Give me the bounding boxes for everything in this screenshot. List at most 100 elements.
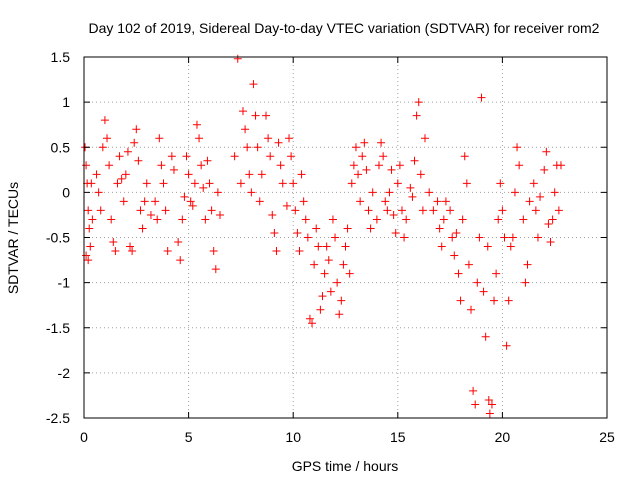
data-point xyxy=(100,116,109,125)
data-point xyxy=(351,143,360,152)
data-point xyxy=(159,179,168,188)
data-point xyxy=(119,197,128,206)
data-point xyxy=(282,201,291,210)
data-point xyxy=(479,287,488,296)
data-point xyxy=(115,152,124,161)
data-point xyxy=(546,238,555,247)
data-point xyxy=(186,197,195,206)
data-point xyxy=(161,206,170,215)
data-point xyxy=(295,247,304,256)
data-point xyxy=(111,247,120,256)
data-point xyxy=(437,242,446,251)
data-point xyxy=(316,305,325,314)
data-point xyxy=(372,215,381,224)
data-point xyxy=(498,206,507,215)
data-point xyxy=(176,256,185,265)
data-point xyxy=(416,170,425,179)
data-point xyxy=(496,179,505,188)
data-point xyxy=(402,215,411,224)
data-point xyxy=(450,251,459,260)
data-point xyxy=(207,206,216,215)
data-point xyxy=(96,206,105,215)
data-point xyxy=(297,170,306,179)
data-point xyxy=(86,242,95,251)
y-tick-label: 0 xyxy=(62,184,70,200)
data-point xyxy=(167,152,176,161)
data-point xyxy=(391,228,400,237)
data-point xyxy=(195,134,204,143)
data-point xyxy=(358,152,367,161)
data-point xyxy=(142,179,151,188)
data-point xyxy=(446,206,455,215)
data-point xyxy=(368,188,377,197)
data-point xyxy=(433,197,442,206)
data-point xyxy=(475,233,484,242)
data-point xyxy=(287,152,296,161)
data-point xyxy=(389,210,398,219)
data-point xyxy=(523,260,532,269)
data-point xyxy=(477,93,486,102)
data-point xyxy=(169,165,178,174)
data-point xyxy=(510,188,519,197)
data-point xyxy=(123,147,132,156)
data-point xyxy=(540,165,549,174)
data-point xyxy=(519,215,528,224)
data-point xyxy=(85,224,94,233)
data-point xyxy=(492,269,501,278)
data-point xyxy=(320,269,329,278)
data-point xyxy=(140,197,149,206)
data-point xyxy=(247,188,256,197)
data-point xyxy=(414,98,423,107)
data-point xyxy=(130,138,139,147)
data-point xyxy=(362,165,371,174)
data-point xyxy=(439,215,448,224)
data-point xyxy=(395,161,404,170)
data-point xyxy=(276,161,285,170)
data-point xyxy=(347,179,356,188)
data-point xyxy=(249,80,258,89)
y-tick-label: -2 xyxy=(58,365,71,381)
data-point xyxy=(262,111,271,120)
data-point xyxy=(494,215,503,224)
data-point xyxy=(435,224,444,233)
data-point xyxy=(82,251,91,260)
data-point xyxy=(556,161,565,170)
data-point xyxy=(366,224,375,233)
data-point xyxy=(233,54,242,63)
data-point xyxy=(429,206,438,215)
data-point xyxy=(412,111,421,120)
data-point xyxy=(490,296,499,305)
data-point xyxy=(420,134,429,143)
data-point xyxy=(243,143,252,152)
data-point xyxy=(236,179,245,188)
data-point xyxy=(117,174,126,183)
data-point xyxy=(533,233,542,242)
data-point xyxy=(291,206,300,215)
x-tick-label: 25 xyxy=(599,429,615,445)
x-tick-label: 10 xyxy=(285,429,301,445)
data-point xyxy=(458,215,467,224)
data-point xyxy=(94,188,103,197)
data-point xyxy=(529,179,538,188)
data-point xyxy=(383,206,392,215)
data-point xyxy=(513,143,522,152)
data-point xyxy=(464,260,473,269)
y-tick-label: -2.5 xyxy=(46,410,70,426)
data-point xyxy=(322,242,331,251)
data-point xyxy=(500,233,509,242)
y-tick-label: -1.5 xyxy=(46,320,70,336)
data-point xyxy=(467,305,476,314)
data-point xyxy=(264,134,273,143)
data-point xyxy=(502,341,511,350)
data-point xyxy=(197,161,206,170)
data-point xyxy=(180,192,189,201)
data-point xyxy=(379,152,388,161)
data-point xyxy=(251,111,260,120)
data-point xyxy=(308,319,317,328)
data-point xyxy=(326,287,335,296)
data-point xyxy=(481,332,490,341)
data-points xyxy=(81,54,565,418)
data-point xyxy=(293,228,302,237)
data-point xyxy=(381,197,390,206)
